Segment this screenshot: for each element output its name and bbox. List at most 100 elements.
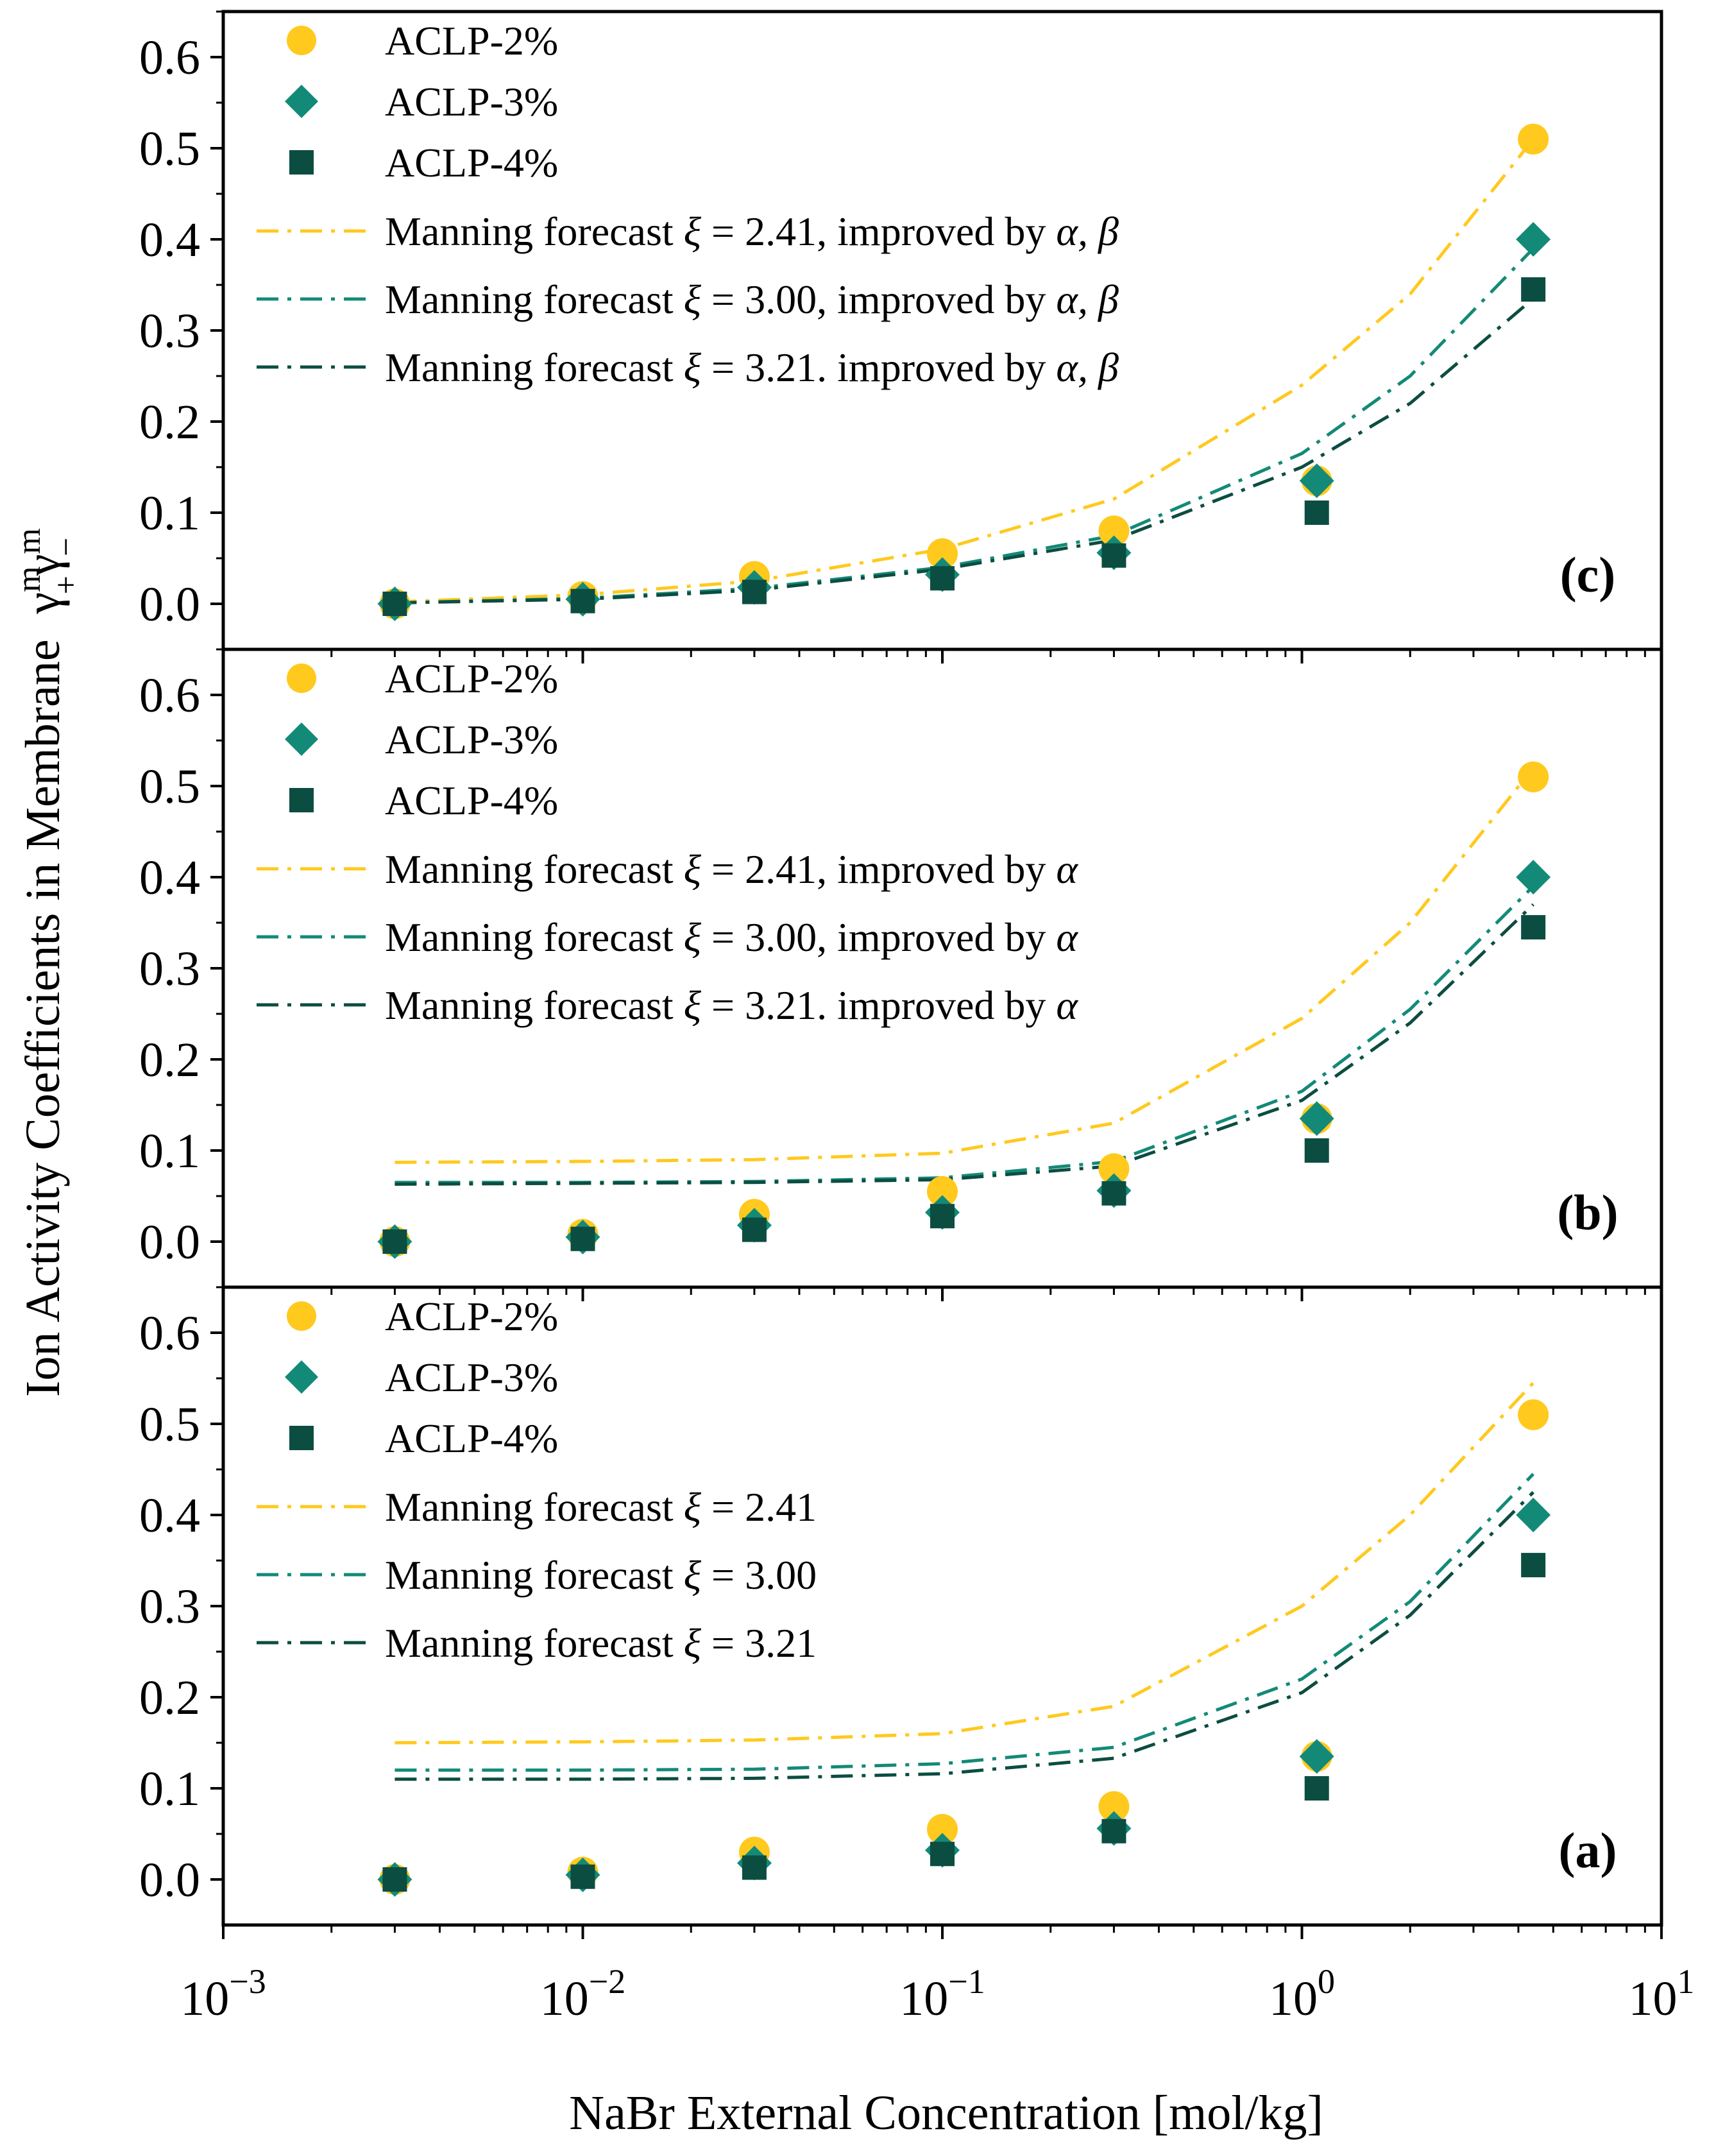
data-point-circle <box>1518 1399 1549 1430</box>
data-point-square <box>382 592 407 616</box>
data-point-square <box>382 1229 407 1254</box>
y-tick-label: 0.3 <box>139 304 200 358</box>
data-point-diamond <box>1299 1101 1334 1136</box>
data-point-square <box>930 1204 955 1229</box>
y-axis-label-symbol: γ <box>16 592 70 615</box>
data-point-square <box>570 1226 595 1251</box>
legend-label: ACLP-3% <box>385 717 558 762</box>
legend-marker <box>285 85 318 118</box>
data-point-circle <box>927 1813 958 1845</box>
curve-line <box>395 138 1535 604</box>
data-point-square <box>1304 1776 1329 1801</box>
data-point-square <box>1101 543 1126 568</box>
y-tick-label: 0.3 <box>139 942 200 996</box>
legend-label: Manning forecast ξ = 2.41, improved by α <box>385 846 1078 892</box>
y-tick-label: 0.6 <box>139 669 200 723</box>
legend-label: ACLP-4% <box>385 1416 558 1461</box>
x-tick-label: 10−1 <box>899 1962 985 2026</box>
y-axis-label: Ion Activity Coefficients in Membraneγm+… <box>11 528 85 1397</box>
legend-label: ACLP-4% <box>385 140 558 185</box>
curve-line <box>395 767 1535 1164</box>
y-tick-label: 0.2 <box>139 1671 200 1725</box>
y-tick-label: 0.0 <box>139 1853 200 1907</box>
data-point-square <box>1101 1818 1126 1844</box>
y-tick-label: 0.3 <box>139 1580 200 1634</box>
legend-label: Manning forecast ξ = 3.21. improved by α… <box>385 345 1119 390</box>
data-point-square <box>930 566 955 591</box>
y-tick-label: 0.4 <box>139 213 200 267</box>
data-point-square <box>1304 501 1329 525</box>
legend-label: ACLP-4% <box>385 778 558 823</box>
data-point-square <box>742 579 767 604</box>
y-tick-label: 0.2 <box>139 395 200 449</box>
y-tick-label: 0.4 <box>139 1489 200 1543</box>
y-tick-label: 0.0 <box>139 578 200 631</box>
data-point-square <box>1521 915 1546 940</box>
data-point-circle <box>1098 1791 1130 1822</box>
data-point-square <box>1101 1181 1126 1206</box>
data-point-circle <box>1518 123 1549 155</box>
data-point-circle <box>1098 1153 1130 1185</box>
y-axis-label-sup2: m <box>11 528 47 554</box>
x-tick-label: 101 <box>1629 1962 1695 2026</box>
legend-marker <box>287 663 316 693</box>
y-axis-label-sub-plus: + <box>48 576 85 594</box>
panel-label: (b) <box>1557 1185 1618 1240</box>
panel-label: (c) <box>1560 547 1616 603</box>
data-point-square <box>382 1867 407 1892</box>
data-point-square <box>570 588 595 613</box>
legend-label: Manning forecast ξ = 2.41 <box>385 1484 817 1530</box>
legend: ACLP-2% ACLP-3% ACLP-4% Manning forecast ξ … <box>257 656 1078 1028</box>
y-tick-label: 0.6 <box>139 31 200 85</box>
data-point-circle <box>927 538 958 569</box>
y-axis-label-sub-minus: − <box>48 538 85 556</box>
data-point-square <box>742 1855 767 1880</box>
y-tick-label: 0.4 <box>139 851 200 905</box>
legend-label: Manning forecast ξ = 3.00, improved by α… <box>385 277 1119 322</box>
x-axis-label: NaBr External Concentration [mol/kg] <box>569 2086 1323 2140</box>
panel-label: (a) <box>1559 1822 1617 1878</box>
x-tick-label: 100 <box>1269 1962 1335 2026</box>
legend-marker <box>285 1360 318 1394</box>
data-point-square <box>1304 1138 1329 1163</box>
data-point-square <box>1521 1553 1546 1578</box>
panels: 0.0 0.1 0.2 0.3 0.4 0.5 0.6 ACLP-2% ACLP-3% ACLP-… <box>139 10 1663 1939</box>
y-tick-label: 0.5 <box>139 122 200 176</box>
legend-label: ACLP-2% <box>385 18 558 64</box>
data-point-circle <box>927 1176 958 1207</box>
legend-marker <box>285 723 318 756</box>
legend-label: ACLP-2% <box>385 656 558 701</box>
legend-marker <box>287 26 316 55</box>
legend: ACLP-2% ACLP-3% ACLP-4% Manning forecast ξ … <box>257 1294 817 1666</box>
x-tick-label: 10−3 <box>180 1962 266 2026</box>
data-point-square <box>1521 277 1546 302</box>
legend-marker <box>289 150 314 175</box>
y-tick-label: 0.0 <box>139 1215 200 1269</box>
data-point-diamond <box>1516 860 1551 894</box>
data-point-square <box>742 1217 767 1242</box>
x-axis: 10−3 10−2 10−1 100 101 <box>180 1962 1694 2026</box>
legend: ACLP-2% ACLP-3% ACLP-4% Manning forecast ξ … <box>257 18 1119 390</box>
legend-label: ACLP-3% <box>385 79 558 124</box>
data-point-square <box>930 1842 955 1867</box>
legend-label: Manning forecast ξ = 3.00, improved by α <box>385 914 1078 960</box>
y-axis-label-sup1: m <box>11 566 47 592</box>
y-axis-label-symbol-2: γ <box>16 554 70 576</box>
data-point-diamond <box>1516 222 1551 257</box>
y-tick-label: 0.2 <box>139 1033 200 1087</box>
svg-text:Ion Activity Coefficients in M: Ion Activity Coefficients in Membraneγm+… <box>11 528 85 1397</box>
legend-marker <box>287 1301 316 1331</box>
data-point-diamond <box>1516 1498 1551 1532</box>
legend-label: Manning forecast ξ = 2.41, improved by α… <box>385 209 1119 254</box>
legend-label: ACLP-2% <box>385 1294 558 1339</box>
legend-marker <box>289 788 314 812</box>
y-tick-label: 0.1 <box>139 1762 200 1816</box>
data-point-diamond <box>1299 463 1334 499</box>
data-point-square <box>570 1864 595 1889</box>
legend-label: Manning forecast ξ = 3.21 <box>385 1620 817 1666</box>
legend-label: Manning forecast ξ = 3.21. improved by α <box>385 982 1078 1028</box>
legend-marker <box>289 1426 314 1450</box>
y-tick-label: 0.5 <box>139 1398 200 1451</box>
panel-a: 0.00.10.20.30.40.50.6 ACLP-2%ACLP-3%ACLP-… <box>139 1285 1663 1939</box>
